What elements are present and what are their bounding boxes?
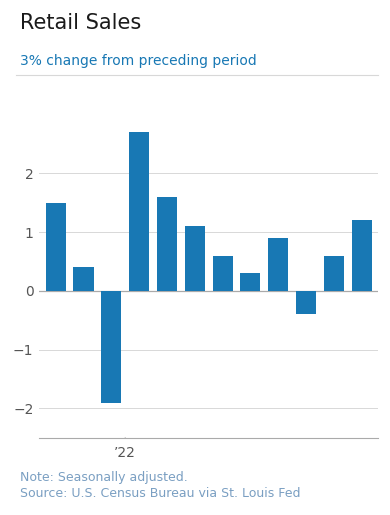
- Bar: [268, 238, 288, 291]
- Text: Retail Sales: Retail Sales: [20, 13, 141, 33]
- Bar: [240, 273, 261, 291]
- Bar: [101, 291, 121, 403]
- Bar: [352, 220, 372, 291]
- Bar: [157, 197, 177, 291]
- Text: Note: Seasonally adjusted.: Note: Seasonally adjusted.: [20, 471, 187, 484]
- Bar: [46, 203, 66, 291]
- Bar: [129, 132, 149, 291]
- Bar: [213, 255, 232, 291]
- Text: 3% change from preceding period: 3% change from preceding period: [20, 54, 256, 68]
- Bar: [324, 255, 344, 291]
- Bar: [296, 291, 316, 315]
- Bar: [73, 267, 94, 291]
- Bar: [185, 226, 205, 291]
- Text: Source: U.S. Census Bureau via St. Louis Fed: Source: U.S. Census Bureau via St. Louis…: [20, 487, 300, 500]
